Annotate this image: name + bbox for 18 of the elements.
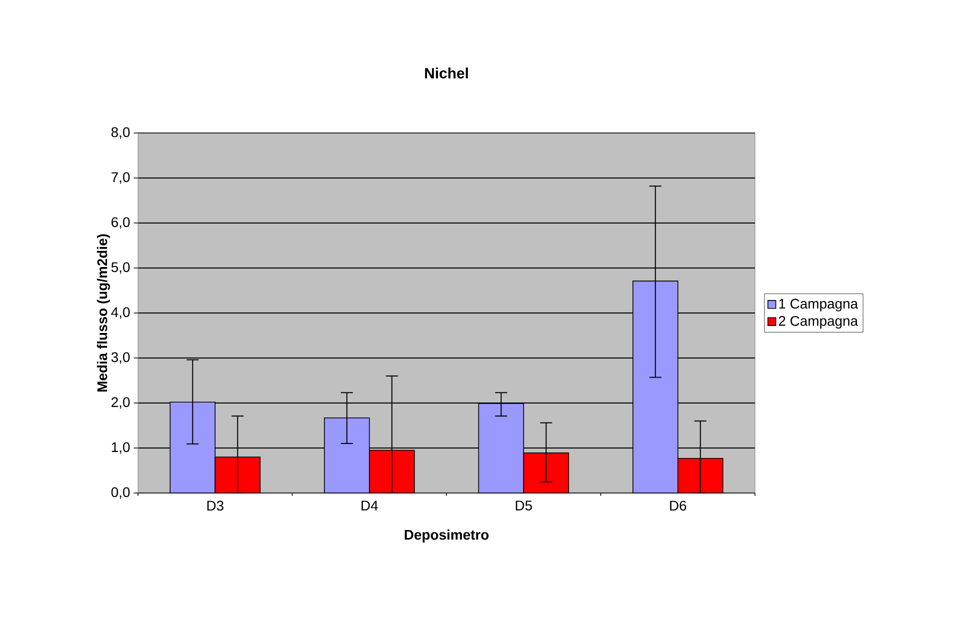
y-tick-label: 6,0 (112, 217, 130, 229)
y-tick-label: 3,0 (111, 352, 130, 364)
y-axis-title: Media flusso (ug/m2die) (96, 234, 110, 392)
y-tick-label: 2,0 (112, 397, 130, 409)
legend-label: 1 Campagna (779, 298, 858, 312)
chart-title: Nichel (425, 68, 468, 78)
y-tick-label: 4,0 (111, 307, 130, 319)
x-tick-label: D4 (362, 500, 378, 510)
y-tick-label: 5,0 (111, 262, 130, 274)
y-tick-label: 0,0 (111, 487, 130, 499)
x-axis-title: Deposimetro (404, 529, 489, 542)
y-tick-label: 7,0 (112, 172, 130, 184)
y-tick-label: 1,0 (112, 442, 130, 454)
y-tick-label: 8,0 (111, 127, 130, 139)
x-tick-label: D6 (670, 500, 686, 511)
legend-label: 2 Campagna (778, 316, 858, 329)
x-tick-label: D3 (207, 500, 224, 511)
x-tick-label: D5 (516, 500, 532, 510)
